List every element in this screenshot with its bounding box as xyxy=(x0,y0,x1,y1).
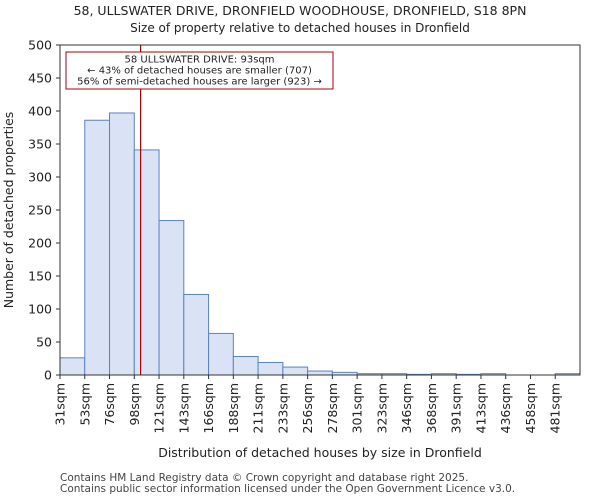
x-tick-label: 233sqm xyxy=(275,383,290,433)
y-tick-label: 50 xyxy=(36,335,52,350)
footer-line-2: Contains public sector information licen… xyxy=(60,483,516,495)
x-tick-label: 346sqm xyxy=(399,383,414,433)
x-tick-label: 98sqm xyxy=(127,383,142,426)
x-tick-label: 413sqm xyxy=(473,383,488,433)
annotation-title: 58 ULLSWATER DRIVE: 93sqm xyxy=(125,55,275,66)
x-tick-label: 436sqm xyxy=(498,383,513,433)
bar-166sqm xyxy=(208,332,234,376)
y-axis-ticks: 0 50 100 150 200 250 300 350 400 450 500 xyxy=(28,38,60,383)
x-tick-label: 143sqm xyxy=(176,383,191,433)
x-tick-label: 301sqm xyxy=(350,383,365,433)
x-tick-label: 188sqm xyxy=(226,383,241,433)
y-tick-label: 100 xyxy=(28,302,52,317)
footer: Contains HM Land Registry data © Crown c… xyxy=(60,473,515,495)
y-tick-label: 450 xyxy=(28,71,52,86)
bar-121sqm xyxy=(158,220,185,376)
x-tick-label: 481sqm xyxy=(548,383,563,433)
x-axis-ticks: 31sqm 53sqm 76sqm 98sqm 121sqm 143sqm 166sqm 18… xyxy=(53,375,563,433)
footer-line-1: Contains HM Land Registry data © Crown c… xyxy=(60,472,469,484)
x-tick-label: 256sqm xyxy=(300,383,315,433)
bar-256sqm xyxy=(307,370,333,376)
chart-title: 58, ULLSWATER DRIVE, DRONFIELD WOODHOUSE… xyxy=(74,3,527,18)
x-tick-label: 76sqm xyxy=(102,383,117,426)
bars xyxy=(59,112,581,376)
annotation-box: 58 ULLSWATER DRIVE: 93sqm ← 43% of detac… xyxy=(65,51,334,90)
bar-211sqm xyxy=(257,361,284,376)
bar-188sqm xyxy=(232,356,259,376)
histogram-chart: 58, ULLSWATER DRIVE, DRONFIELD WOODHOUSE… xyxy=(1,3,581,460)
annotation-smaller: ← 43% of detached houses are smaller (70… xyxy=(87,66,312,77)
bar-53sqm xyxy=(84,119,111,376)
y-tick-label: 150 xyxy=(28,269,52,284)
annotation-frame xyxy=(65,51,334,90)
y-tick-label: 200 xyxy=(28,236,52,251)
y-tick-label: 300 xyxy=(28,170,52,185)
x-tick-label: 368sqm xyxy=(424,383,439,433)
bar-31sqm xyxy=(59,357,86,376)
x-tick-label: 391sqm xyxy=(449,383,464,433)
x-tick-label: 53sqm xyxy=(77,383,92,426)
x-tick-label: 166sqm xyxy=(201,383,216,433)
x-tick-label: 211sqm xyxy=(251,383,266,433)
y-tick-label: 0 xyxy=(44,368,52,383)
bar-233sqm xyxy=(282,366,309,376)
y-tick-label: 250 xyxy=(28,203,52,218)
x-tick-label: 31sqm xyxy=(53,383,68,426)
y-tick-label: 350 xyxy=(28,137,52,152)
annotation-larger: 56% of semi-detached houses are larger (… xyxy=(77,77,322,88)
y-axis-label: Number of detached properties xyxy=(1,112,16,309)
plot-frame xyxy=(59,44,581,376)
y-tick-label: 500 xyxy=(28,38,52,53)
x-tick-label: 278sqm xyxy=(325,383,340,433)
bar-76sqm xyxy=(109,112,135,376)
chart-subtitle: Size of property relative to detached ho… xyxy=(130,21,470,35)
y-tick-label: 400 xyxy=(28,104,52,119)
bar-98sqm xyxy=(133,149,160,376)
x-tick-label: 323sqm xyxy=(374,383,389,433)
bar-143sqm xyxy=(183,293,210,376)
x-axis-label: Distribution of detached houses by size … xyxy=(158,445,482,460)
x-tick-label: 121sqm xyxy=(152,383,167,433)
x-tick-label: 458sqm xyxy=(523,383,538,433)
